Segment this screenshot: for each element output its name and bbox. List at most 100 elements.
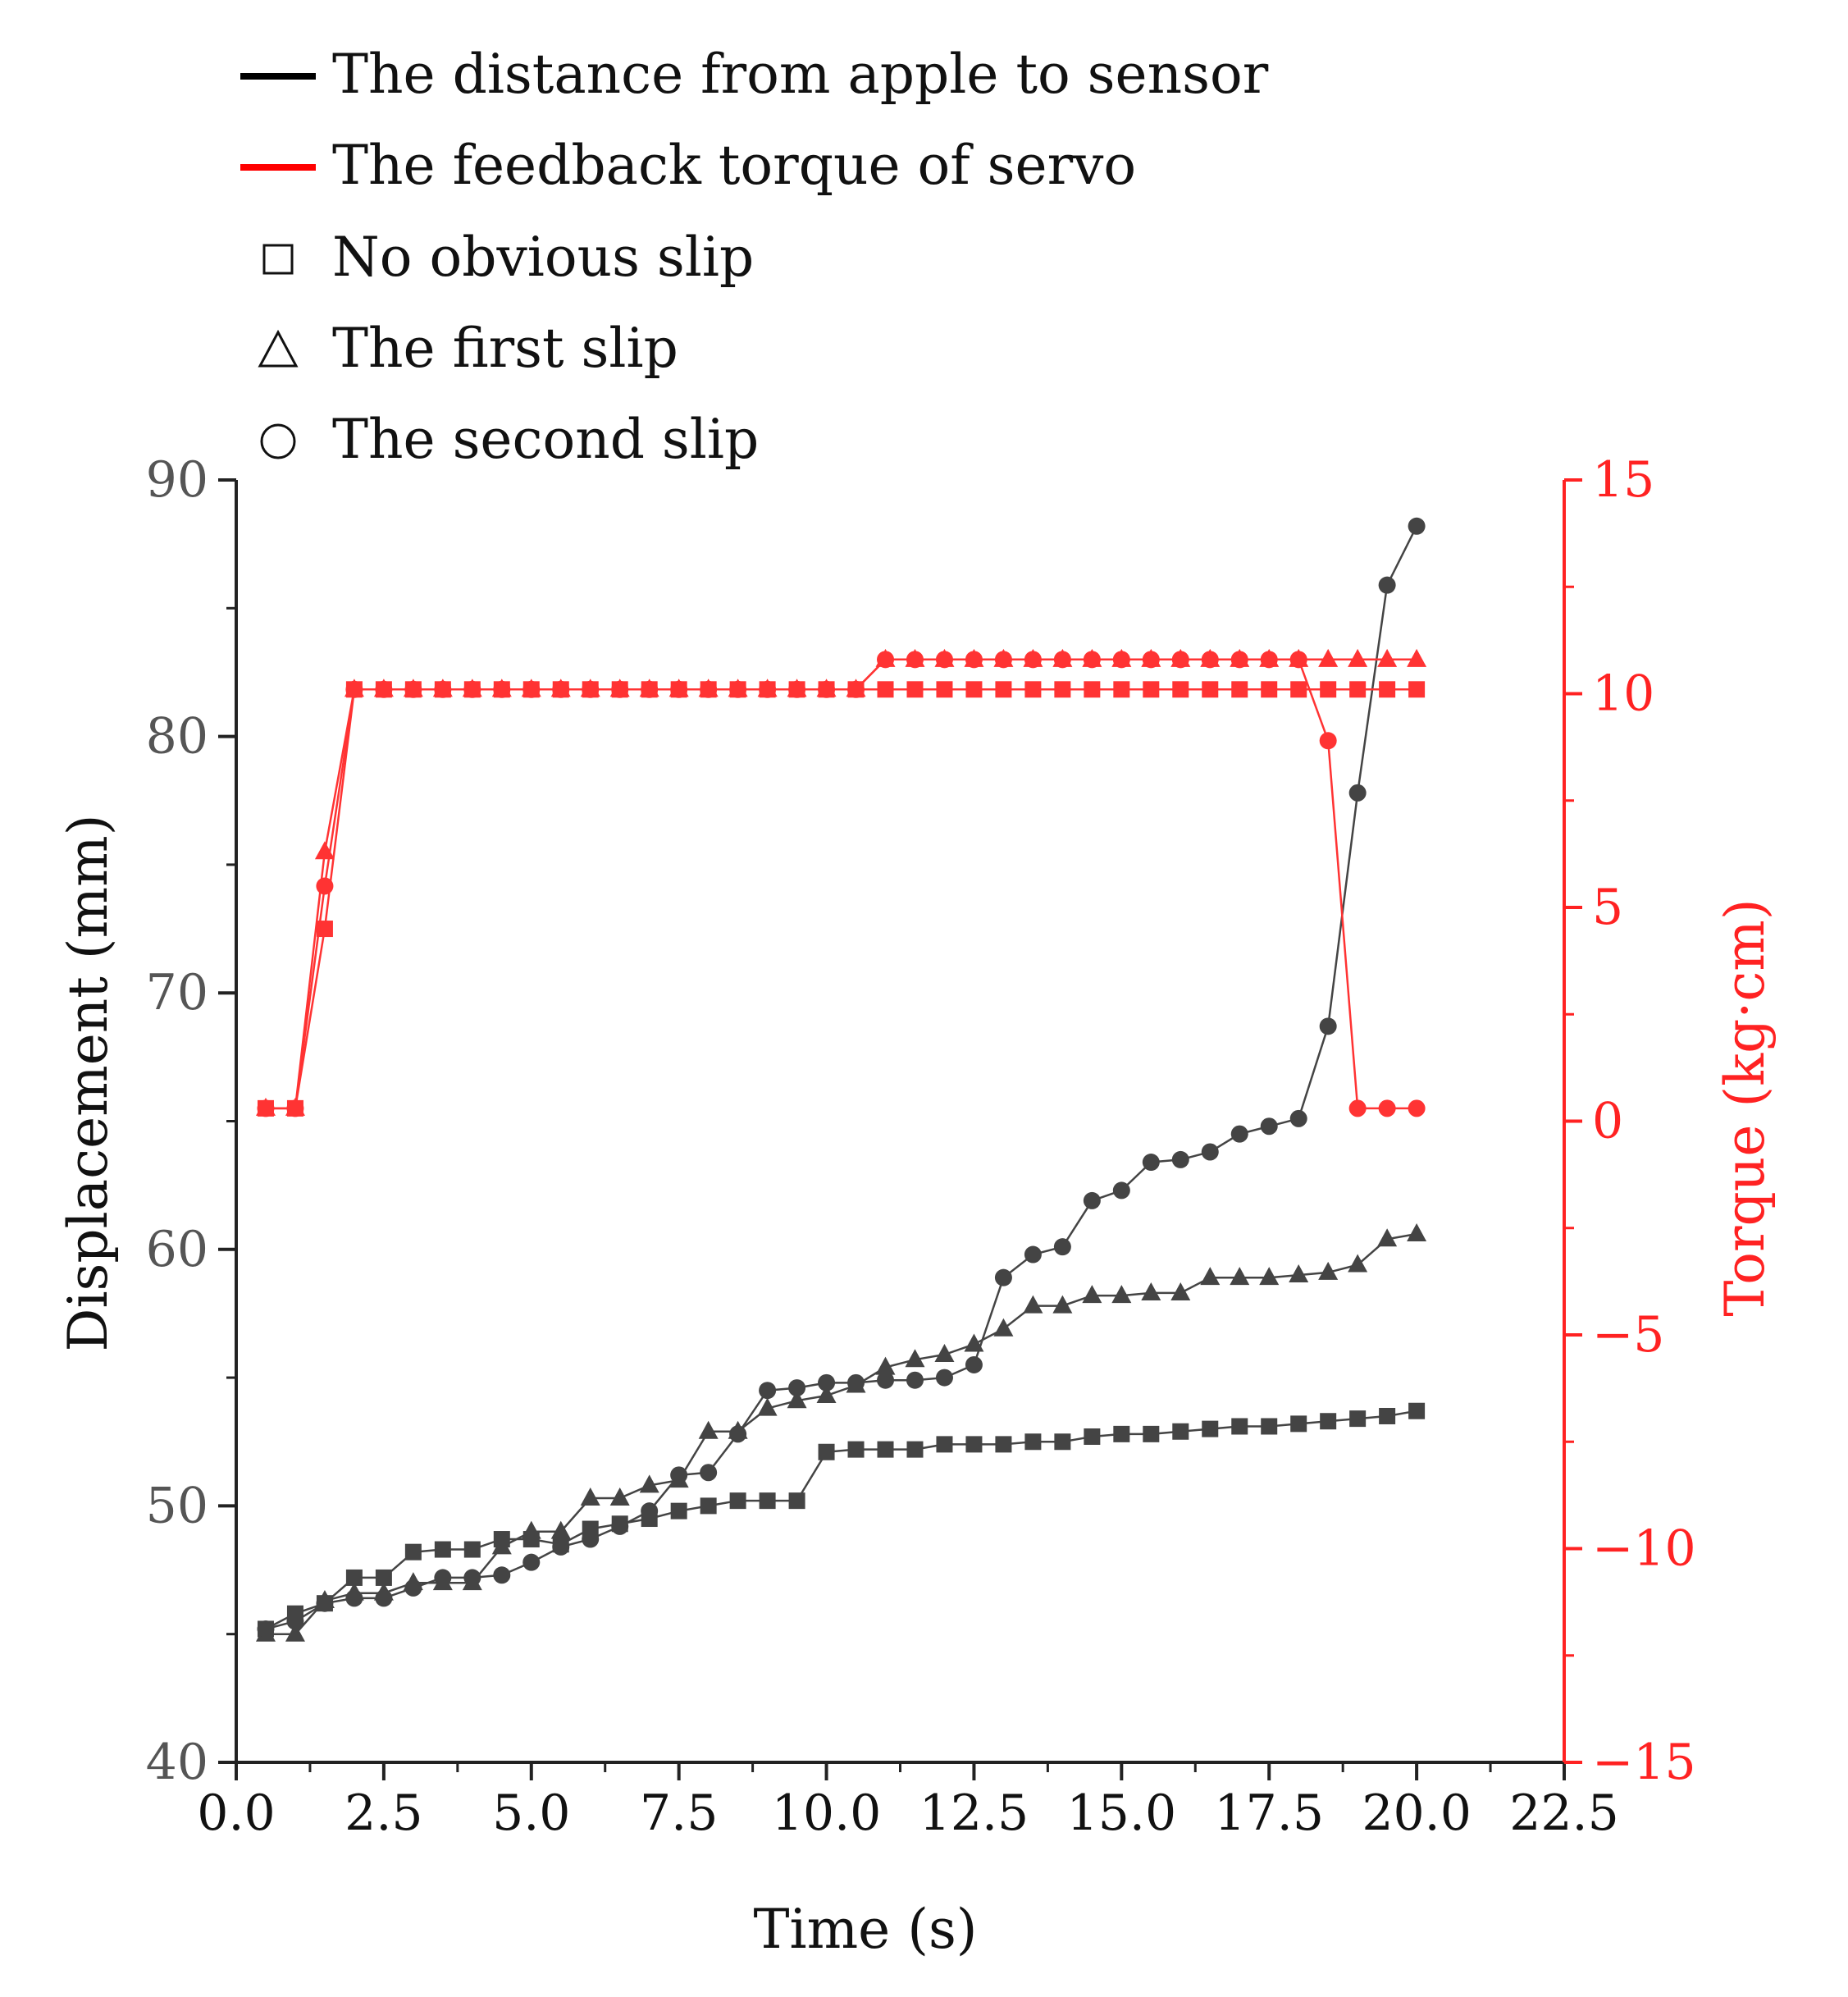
data-point-triangle [787, 1390, 807, 1409]
data-point-square [1113, 1425, 1130, 1442]
legend-label-first-slip: The first slip [332, 317, 678, 380]
series-line [265, 1410, 1417, 1630]
data-point-square [906, 1441, 924, 1458]
x-tick-label: 2.5 [345, 1785, 422, 1842]
data-point-circle [493, 1566, 511, 1584]
data-point-triangle [1141, 1282, 1161, 1300]
data-point-circle [286, 1612, 304, 1630]
data-point-square [345, 1569, 363, 1586]
right-y-axis-title: Torque (kg·cm) [1713, 898, 1777, 1316]
legend-label-second-slip: The second slip [332, 408, 759, 471]
data-point-square [434, 1541, 451, 1558]
data-point-triangle [521, 1520, 541, 1539]
left-y-ticks: 40 50 60 70 80 90 [146, 451, 236, 1791]
data-point-square [759, 1492, 776, 1510]
data-point-circle [1053, 651, 1071, 669]
data-point-square [1290, 1415, 1307, 1433]
data-point-circle [1171, 651, 1189, 669]
data-point-circle [1378, 576, 1396, 594]
data-point-square [1290, 681, 1307, 698]
data-point-square [965, 681, 983, 698]
x-tick-label: 7.5 [640, 1785, 718, 1842]
data-point-circle [1142, 651, 1160, 669]
data-point-square [1408, 1402, 1426, 1419]
data-point-circle [965, 1355, 983, 1373]
y2-tick-label: −10 [1592, 1520, 1696, 1578]
data-point-triangle [1023, 1295, 1043, 1314]
data-point-circle [935, 651, 953, 669]
data-point-triangle [993, 1318, 1014, 1337]
x-tick-label: 22.5 [1509, 1785, 1619, 1842]
data-point-triangle [757, 1397, 778, 1416]
data-point-square [1054, 1433, 1071, 1451]
data-point-circle [700, 680, 718, 698]
data-point-square [1202, 681, 1219, 698]
data-point-circle [582, 680, 600, 698]
data-point-square [1143, 681, 1160, 698]
y2-tick-label: −15 [1592, 1734, 1696, 1791]
data-point-square [729, 1492, 746, 1510]
data-point-circle [788, 1379, 806, 1397]
data-point-square [1231, 681, 1248, 698]
data-point-circle [404, 1579, 422, 1597]
data-point-square [995, 681, 1012, 698]
series-1-triangle [255, 1223, 1427, 1642]
data-point-circle [1230, 1125, 1248, 1143]
data-point-circle [1408, 517, 1426, 535]
data-point-circle [345, 680, 363, 698]
data-point-triangle [550, 1520, 571, 1539]
x-tick-label: 10.0 [772, 1785, 882, 1842]
data-point-circle [375, 1589, 393, 1607]
data-point-circle [935, 1369, 953, 1387]
data-point-square [375, 1569, 392, 1586]
data-point-circle [788, 680, 806, 698]
data-point-square [670, 1502, 687, 1519]
data-point-circle [404, 680, 422, 698]
y2-tick-label: 10 [1592, 665, 1654, 723]
data-point-circle [611, 1517, 629, 1535]
data-point-circle [1201, 1143, 1219, 1161]
data-point-circle [1230, 651, 1248, 669]
data-point-square [1024, 681, 1042, 698]
x-axis-title: Time (s) [753, 1898, 977, 1961]
data-point-triangle [1318, 1261, 1339, 1280]
data-point-circle [316, 1594, 334, 1612]
data-point-square [1084, 681, 1101, 698]
y-tick-label: 80 [146, 708, 208, 765]
data-point-circle [994, 1268, 1012, 1286]
data-point-circle [257, 1620, 275, 1638]
series-2-circle [257, 517, 1426, 1638]
series-line [266, 1232, 1417, 1635]
left-y-axis-title: Displacement (mm) [57, 815, 120, 1352]
data-point-square [995, 1436, 1012, 1453]
y-tick-label: 60 [146, 1221, 208, 1278]
data-point-circle [552, 1538, 570, 1556]
data-point-square [936, 681, 953, 698]
data-point-circle [522, 680, 541, 698]
data-point-circle [877, 1371, 895, 1389]
data-point-circle [965, 651, 983, 669]
data-point-circle [434, 680, 452, 698]
data-point-circle [729, 1425, 747, 1443]
data-point-square [1143, 1425, 1160, 1442]
data-point-triangle [1348, 648, 1368, 667]
data-point-circle [1378, 1099, 1396, 1117]
series-3-square [257, 681, 1426, 1117]
data-point-circle [847, 680, 865, 698]
data-point-circle [1408, 1099, 1426, 1117]
data-point-square [1261, 1418, 1278, 1435]
data-point-square [1024, 1433, 1042, 1451]
data-point-square [1349, 681, 1367, 698]
data-point-circle [670, 1466, 688, 1484]
data-point-circle [729, 680, 747, 698]
data-point-circle [818, 1373, 836, 1392]
data-point-square [877, 1441, 894, 1458]
data-point-square [1379, 681, 1396, 698]
x-tick-label: 17.5 [1214, 1785, 1324, 1842]
legend-label-no-slip: No obvious slip [332, 226, 754, 289]
x-tick-label: 5.0 [492, 1785, 570, 1842]
axes [235, 480, 1566, 1764]
data-point-circle [1289, 651, 1307, 669]
data-point-circle [1053, 1238, 1071, 1256]
data-point-circle [582, 1530, 600, 1548]
